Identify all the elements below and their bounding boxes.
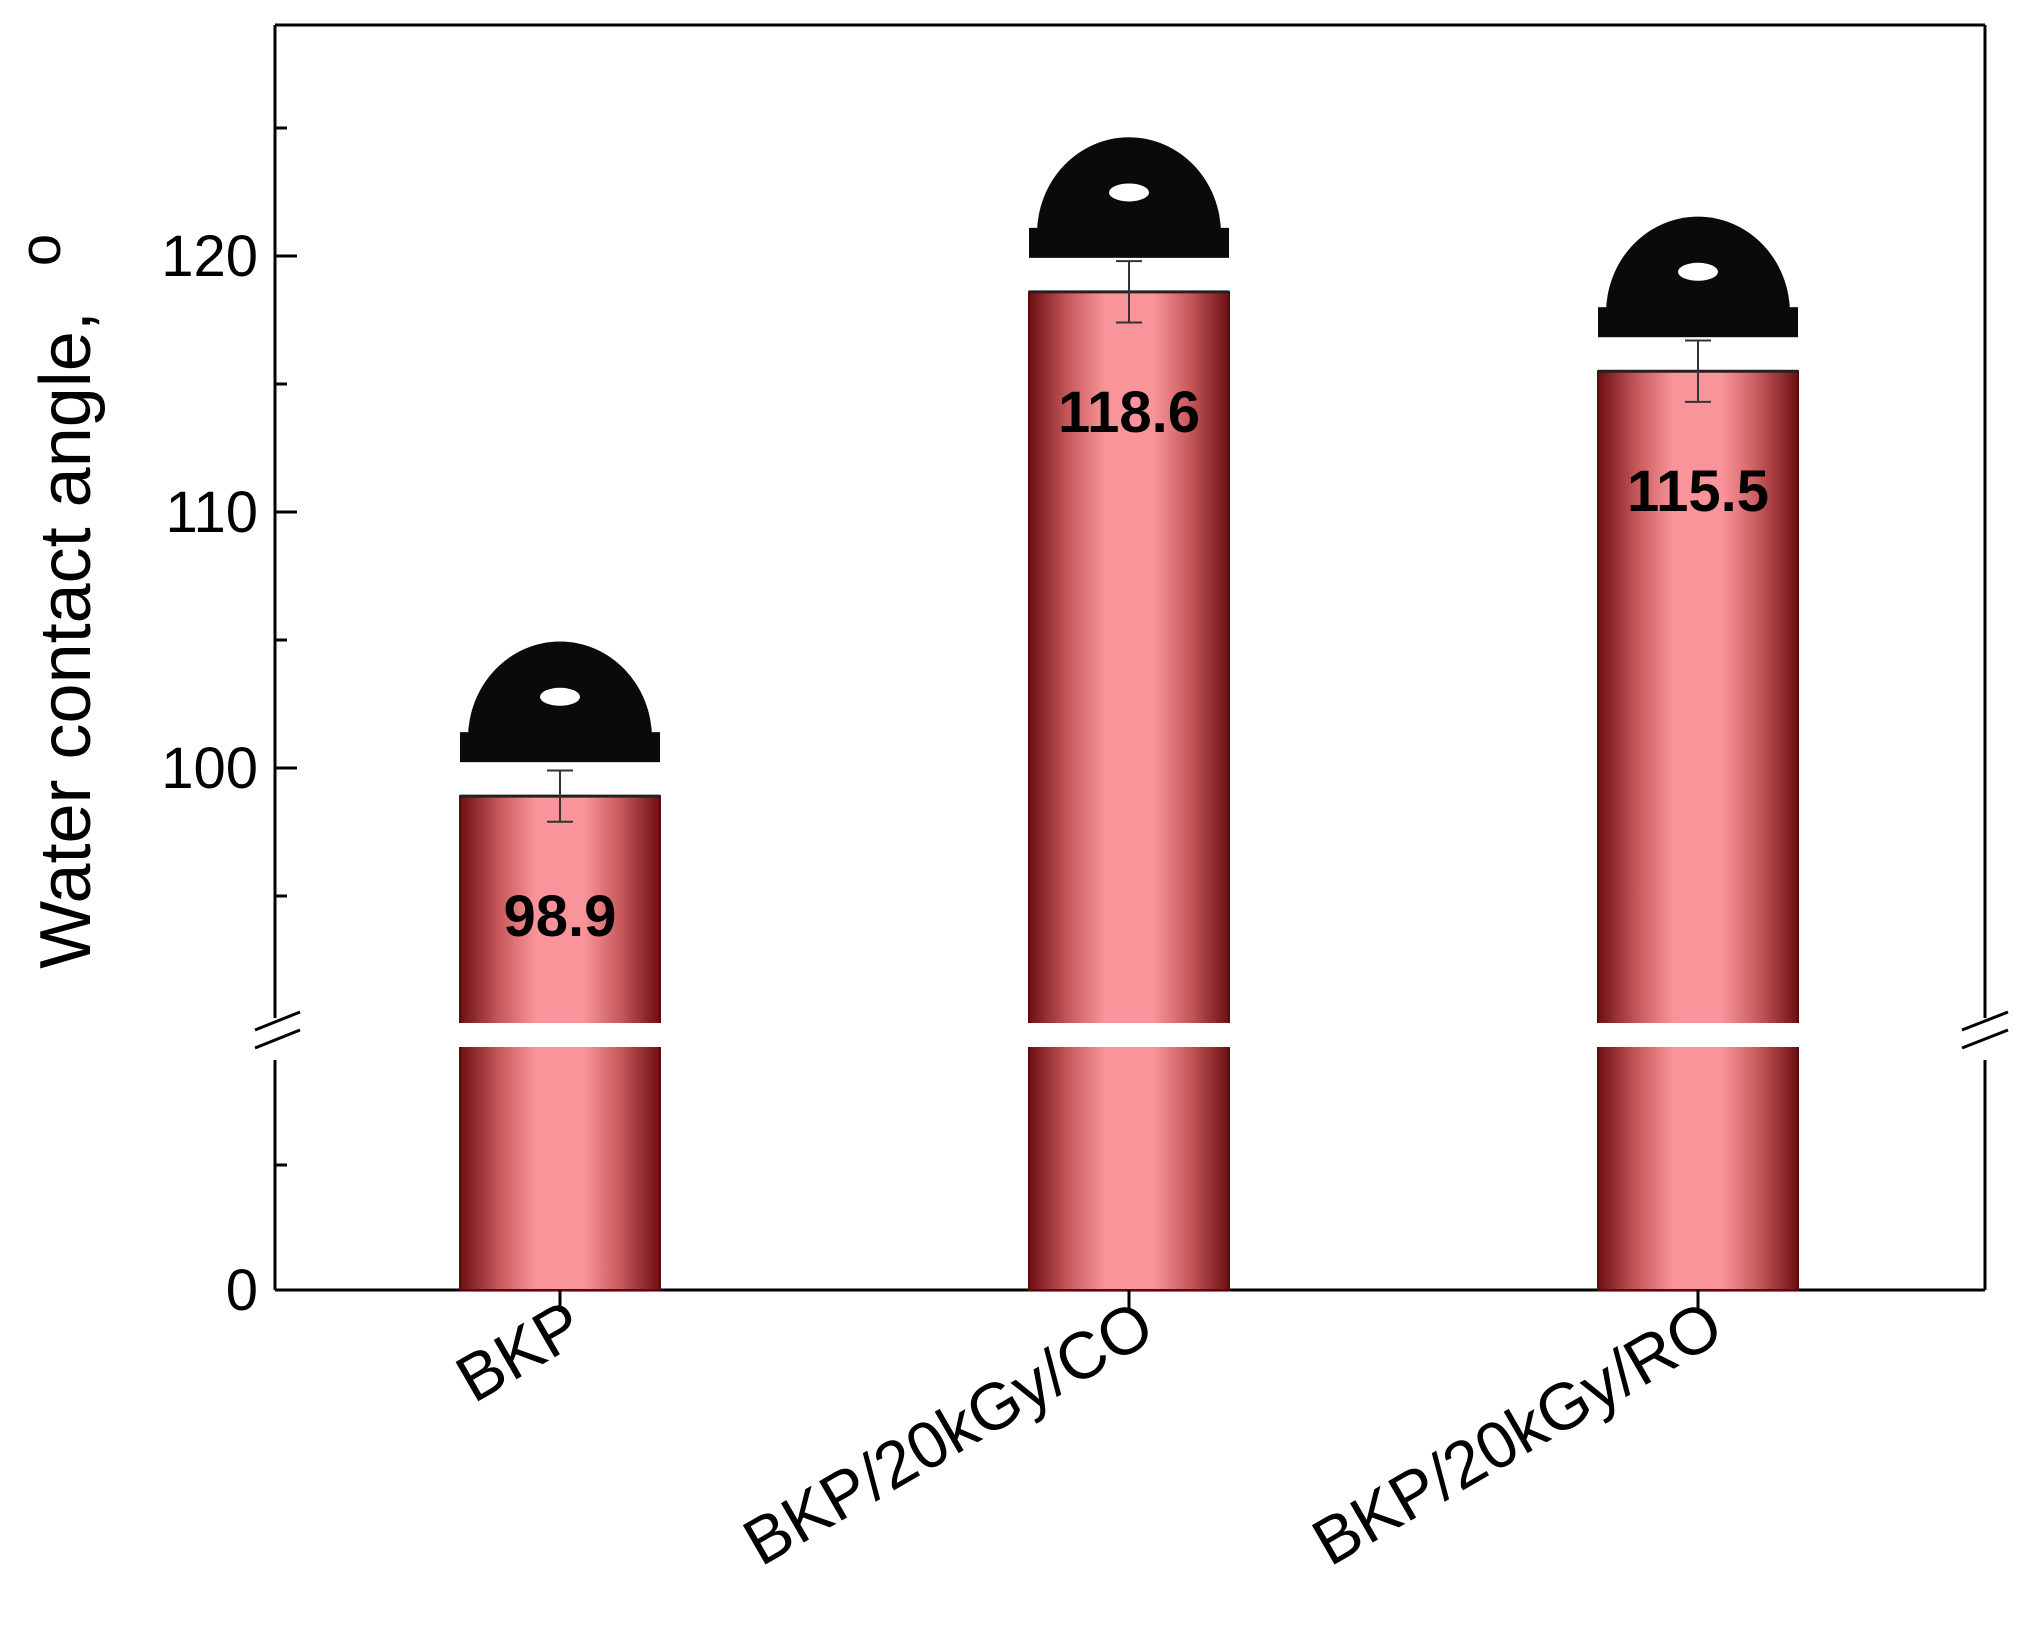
bar-bkp-20kgy-ro <box>1597 370 1799 1291</box>
bars-layer: 98.9 118.6 115.5 <box>456 137 1802 1312</box>
value-label-bkp: 98.9 <box>504 884 617 949</box>
y-tick-label-110: 110 <box>166 480 258 545</box>
y-tick-labels: 0 100 110 120 <box>161 224 258 1323</box>
bar-break-gap-bkp <box>456 1023 664 1047</box>
value-label-bkp-20kgy-co: 118.6 <box>1058 380 1200 445</box>
axis-break-right-1 <box>1961 1010 2009 1032</box>
y-axis-title: Water contact angle, o <box>8 234 106 969</box>
droplet-highlight-bkp-20kgy-ro <box>1678 262 1718 281</box>
axis-break-right-2 <box>1961 1028 2009 1050</box>
y-axis-unit-degree: o <box>8 234 73 266</box>
x-category-label-bkp: BKP <box>444 1286 595 1416</box>
value-label-bkp-20kgy-ro: 115.5 <box>1627 459 1769 524</box>
droplet-highlight-bkp <box>540 687 580 706</box>
y-tick-label-120: 120 <box>161 224 258 289</box>
x-category-label-bkp-20kgy-co: BKP/20kGy/CO <box>731 1286 1165 1579</box>
y-tick-label-0: 0 <box>226 1258 258 1323</box>
y-tick-label-100: 100 <box>161 736 258 801</box>
axis-break-marks <box>254 1010 2009 1050</box>
axis-break-left-2 <box>254 1028 301 1050</box>
x-category-labels: BKP BKP/20kGy/CO BKP/20kGy/RO <box>444 1286 1734 1579</box>
droplet-highlight-bkp-20kgy-co <box>1109 183 1149 202</box>
axis-break-left-1 <box>254 1010 301 1032</box>
bar-break-gap-bkp-20kgy-ro <box>1594 1023 1802 1047</box>
y-axis-title-text: Water contact angle, <box>26 311 106 969</box>
bar-break-gap-bkp-20kgy-co <box>1025 1023 1233 1047</box>
x-category-label-bkp-20kgy-ro: BKP/20kGy/RO <box>1300 1286 1734 1579</box>
bar-bkp-20kgy-co <box>1028 290 1230 1291</box>
y-ticks <box>275 126 297 1292</box>
